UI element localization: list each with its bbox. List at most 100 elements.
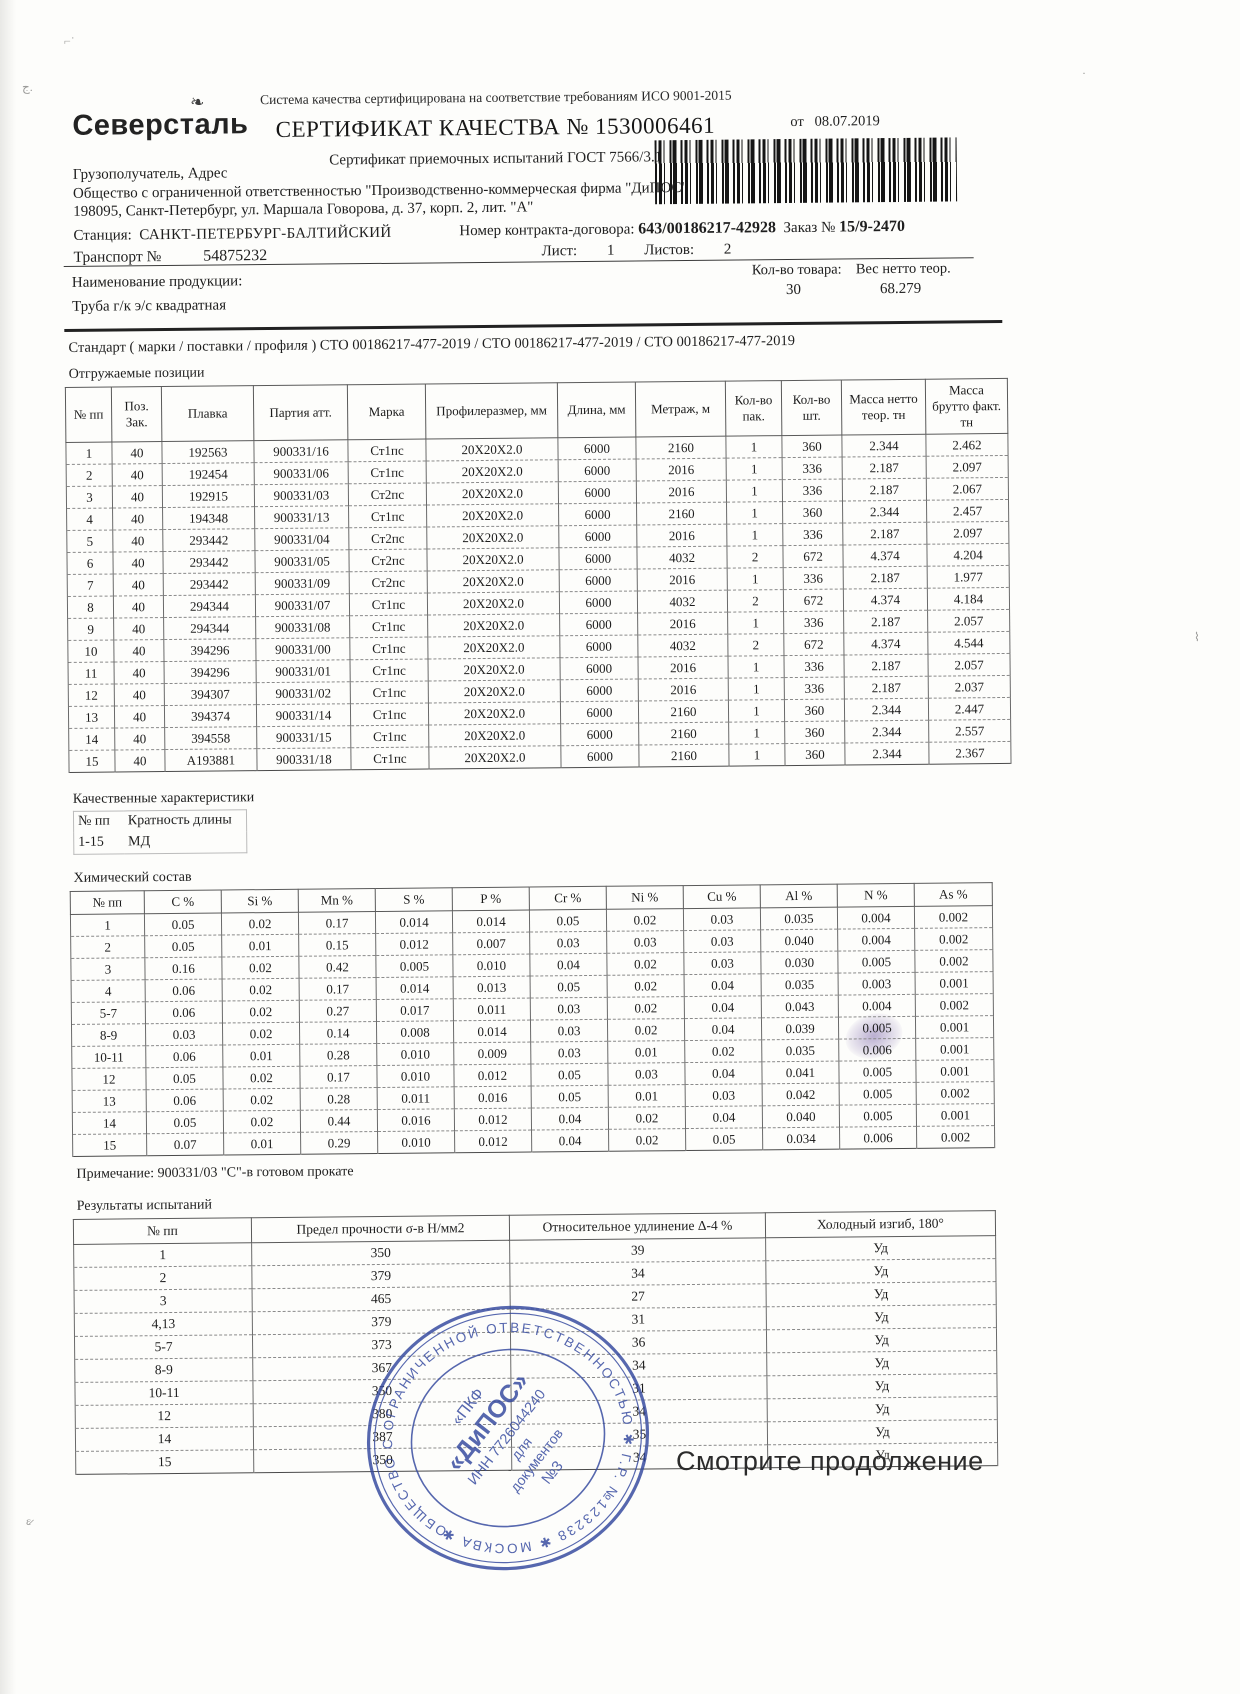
column-header: Si % bbox=[221, 889, 299, 914]
table-cell: 20X20X2.0 bbox=[426, 481, 559, 506]
table-cell: Уд bbox=[766, 1373, 998, 1399]
table-cell: 900331/06 bbox=[254, 461, 349, 485]
scan-artifact: · bbox=[1082, 66, 1086, 80]
contract-number: 643/00186217-42928 bbox=[638, 219, 777, 238]
table-cell: 6000 bbox=[560, 700, 639, 724]
table-cell: 0.02 bbox=[606, 908, 684, 932]
table-cell: 0.04 bbox=[685, 1105, 763, 1129]
table-cell: 0.043 bbox=[761, 995, 839, 1018]
table-cell: 0.001 bbox=[915, 1037, 994, 1061]
column-header: Холодный изгиб, 180° bbox=[765, 1210, 996, 1238]
table-cell: 0.03 bbox=[606, 930, 684, 954]
table-cell: Ст1пс bbox=[348, 461, 427, 484]
table-cell: 0.05 bbox=[144, 935, 222, 958]
table-cell: 0.07 bbox=[146, 1132, 224, 1156]
table-cell: 2.187 bbox=[843, 566, 928, 590]
table-cell: Ст1пс bbox=[349, 615, 428, 638]
table-cell: 336 bbox=[782, 479, 843, 502]
table-cell: 0.005 bbox=[838, 1016, 916, 1040]
table-cell: 0.28 bbox=[299, 1043, 377, 1067]
table-cell: Уд bbox=[767, 1396, 998, 1422]
table-cell: 2.187 bbox=[843, 654, 929, 678]
table-cell: 194348 bbox=[162, 506, 255, 530]
table-cell: 900331/07 bbox=[255, 593, 350, 617]
table-cell: 0.005 bbox=[839, 1082, 917, 1106]
column-header: № пп bbox=[70, 890, 145, 915]
table-cell: 1 bbox=[728, 677, 785, 701]
transport-number: 54875232 bbox=[203, 247, 268, 265]
table-cell: 20X20X2.0 bbox=[427, 569, 560, 594]
quantity-value: 30 bbox=[785, 281, 802, 299]
table-cell: 0.02 bbox=[222, 1022, 300, 1046]
table-cell: 4.374 bbox=[842, 544, 928, 568]
table-cell: 4032 bbox=[636, 546, 728, 570]
table-cell: 0.002 bbox=[916, 1125, 995, 1149]
table-cell: 4032 bbox=[637, 634, 728, 657]
column-header: Относительное удлинение Δ-4 % bbox=[509, 1212, 766, 1241]
net-weight-label: Вес нетто теор. bbox=[855, 260, 951, 278]
table-cell: 394374 bbox=[164, 704, 257, 728]
table-cell: 6000 bbox=[559, 612, 638, 636]
table-cell: 0.17 bbox=[298, 911, 376, 935]
severstal-logo-text: Северсталь bbox=[72, 108, 249, 142]
table-cell: 2016 bbox=[637, 656, 729, 679]
order-number: 15/9-2470 bbox=[839, 217, 905, 236]
table-cell: 0.005 bbox=[375, 954, 454, 978]
table-cell: 0.02 bbox=[221, 956, 300, 980]
table-cell: 40 bbox=[114, 705, 165, 729]
table-cell: 6 bbox=[66, 552, 114, 575]
table-cell: 2.097 bbox=[926, 521, 1009, 545]
table-cell: 40 bbox=[114, 661, 165, 685]
column-header: Cr % bbox=[529, 886, 607, 911]
table-cell: 10-11 bbox=[74, 1380, 254, 1406]
table-cell: 2.344 bbox=[844, 720, 929, 744]
table-cell: 293442 bbox=[162, 528, 255, 552]
table-cell: 0.02 bbox=[607, 974, 685, 998]
table-cell: 2160 bbox=[638, 722, 729, 745]
table-cell: 3 bbox=[74, 1288, 253, 1314]
table-cell: 900331/13 bbox=[254, 505, 349, 529]
table-cell: 0.03 bbox=[683, 907, 761, 931]
table-cell: 6000 bbox=[558, 459, 637, 482]
product-block: Наименование продукции: Труба г/к э/с кв… bbox=[64, 257, 1065, 329]
table-cell: 0.17 bbox=[299, 977, 377, 1001]
table-cell: 20X20X2.0 bbox=[428, 745, 562, 770]
table-cell: 2.344 bbox=[844, 698, 929, 722]
scan-artifact: ⌇ bbox=[1194, 630, 1200, 644]
consignee-block: Грузополучатель, Адрес Общество с ограни… bbox=[73, 159, 754, 221]
table-cell: 0.14 bbox=[299, 1021, 377, 1045]
table-cell: 6000 bbox=[558, 503, 637, 526]
table-cell: 394307 bbox=[164, 682, 257, 706]
sheets-total: 2 bbox=[723, 241, 732, 258]
table-cell: 0.04 bbox=[684, 1061, 763, 1085]
quality-value-row: 1-15 МД bbox=[74, 831, 247, 854]
table-cell: 294344 bbox=[163, 594, 256, 618]
table-cell: 20X20X2.0 bbox=[428, 723, 561, 748]
table-cell: Ст2пс bbox=[348, 549, 428, 572]
table-cell: 0.014 bbox=[376, 976, 454, 1000]
table-cell: 0.05 bbox=[530, 1063, 609, 1087]
table-cell: 1 bbox=[728, 743, 786, 767]
column-header: Поз. Зак. bbox=[111, 386, 162, 443]
table-cell: 20X20X2.0 bbox=[428, 701, 561, 726]
table-cell: 0.04 bbox=[684, 973, 762, 997]
company-stamp: ОБЩЕСТВО С ОГРАНИЧЕННОЙ ОТВЕТСТВЕННОСТЬЮ… bbox=[355, 1292, 661, 1583]
table-cell: Уд bbox=[766, 1304, 997, 1330]
table-cell: 40 bbox=[112, 529, 163, 553]
table-cell: 672 bbox=[782, 545, 844, 568]
table-cell: 0.05 bbox=[530, 975, 608, 999]
table-cell: 192454 bbox=[162, 462, 255, 486]
table-cell: 0.01 bbox=[222, 1044, 300, 1068]
table-cell: 2016 bbox=[636, 524, 727, 548]
table-cell: 0.001 bbox=[915, 1059, 995, 1083]
table-cell: 10 bbox=[67, 640, 115, 663]
table-cell: Ст1пс bbox=[350, 725, 429, 748]
table-cell: 293442 bbox=[163, 572, 256, 596]
sheet-line: Лист: 1 Листов: 2 bbox=[541, 241, 732, 260]
table-cell: 5-7 bbox=[74, 1334, 253, 1360]
table-cell: 0.040 bbox=[762, 1105, 840, 1128]
column-header: Длина, мм bbox=[557, 382, 636, 438]
table-cell: 40 bbox=[113, 617, 164, 641]
table-cell: 2 bbox=[66, 464, 113, 487]
table-cell: 0.05 bbox=[531, 1085, 609, 1109]
